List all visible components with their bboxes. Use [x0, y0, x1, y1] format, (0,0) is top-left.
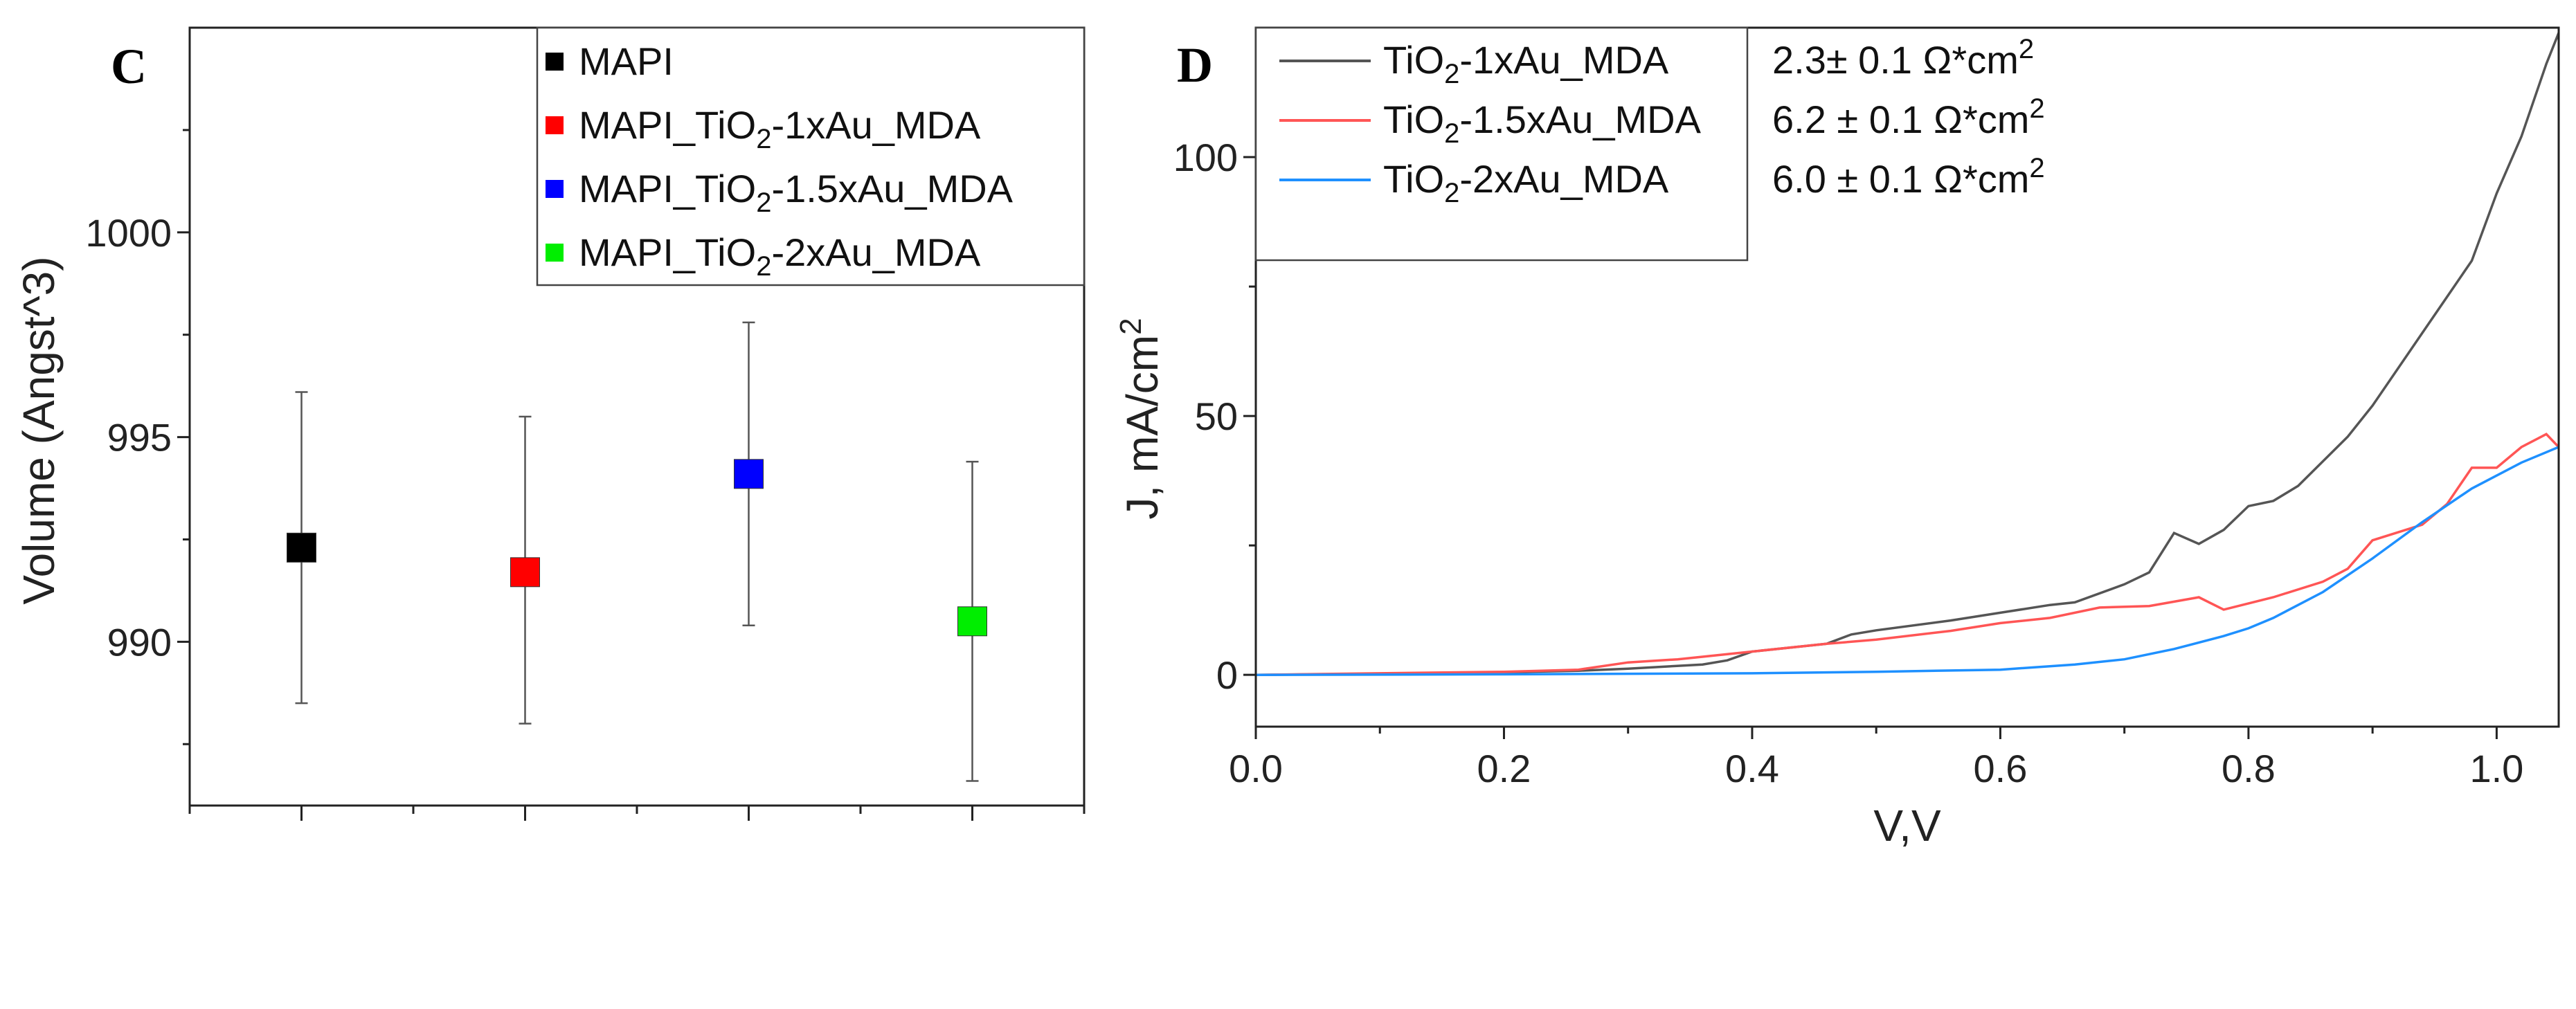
legend-entry-1: TiO2-1.5xAu_MDA [1383, 98, 1702, 149]
panel-label-c: C [111, 39, 147, 94]
series-line-2 [1256, 446, 2559, 676]
legend-entry-0: TiO2-1xAu_MDA [1383, 38, 1669, 89]
legend-entry-1-main: TiO [1383, 98, 1444, 141]
legend-c: MAPIMAPI_TiO2-1xAu_MDAMAPI_TiO2-1.5xAu_M… [536, 26, 1086, 287]
y-axis-label-main: J, mA/cm [1117, 335, 1167, 520]
annotation-sup: 2 [2019, 34, 2034, 64]
legend-entry-0-sub: 2 [1444, 59, 1459, 89]
legend-marker-1 [546, 116, 564, 134]
legend-entry-0-main: TiO [1383, 38, 1444, 82]
legend-entry-1-main: MAPI_TiO [579, 103, 756, 147]
legend-entry-2-sub: 2 [1444, 178, 1459, 208]
legend-entry-3-main: MAPI_TiO [579, 230, 756, 274]
legend-entry-2-post: -2xAu_MDA [1459, 157, 1669, 201]
y-tick-label: 990 [107, 620, 172, 664]
annotation-sup: 2 [2029, 153, 2044, 183]
annotation-main: 6.0 ± 0.1 Ω*cm [1772, 157, 2029, 201]
legend-entry-3-post: -2xAu_MDA [771, 230, 981, 274]
x-tick-label: 1.0 [2469, 747, 2523, 790]
legend-marker-0 [546, 53, 564, 71]
legend-entry-1: MAPI_TiO2-1xAu_MDA [579, 103, 981, 154]
y-tick-label: 1000 [85, 211, 172, 255]
panel-label-d: D [1177, 37, 1213, 93]
resistance-annotation-1: 6.2 ± 0.1 Ω*cm2 [1772, 93, 2045, 141]
x-tick-label: 0.0 [1229, 747, 1283, 790]
annotation-sup: 2 [2029, 93, 2044, 124]
x-tick-label: 0.2 [1477, 747, 1531, 790]
legend-entry-0-main: MAPI [579, 39, 674, 83]
legend-entry-1-post: -1.5xAu_MDA [1459, 98, 1701, 141]
legend-entry-2: TiO2-2xAu_MDA [1383, 157, 1669, 208]
y-tick-label: 50 [1195, 394, 1238, 438]
legend-box [1254, 26, 1749, 262]
series-line-1 [1256, 433, 2559, 676]
series-line-0 [1256, 32, 2559, 676]
x-axis-label: V,V [1873, 801, 1941, 851]
legend-entry-1-sub: 2 [756, 124, 771, 154]
annotation-main: 2.3± 0.1 Ω*cm [1772, 38, 2019, 82]
annotation-main: 6.2 ± 0.1 Ω*cm [1772, 98, 2029, 141]
legend-entry-2: MAPI_TiO2-1.5xAu_MDA [579, 167, 1014, 218]
data-point-1 [510, 557, 540, 588]
legend-d: TiO2-1xAu_MDATiO2-1.5xAu_MDATiO2-2xAu_MD… [1254, 26, 1749, 262]
legend-entry-3: MAPI_TiO2-2xAu_MDA [579, 230, 981, 282]
legend-entry-2-post: -1.5xAu_MDA [771, 167, 1013, 210]
data-point-3 [957, 606, 987, 637]
legend-box [536, 26, 1086, 287]
y-tick-label: 100 [1173, 136, 1238, 179]
data-point-0 [287, 532, 316, 563]
legend-entry-0-post: -1xAu_MDA [1459, 38, 1669, 82]
y-axis-label: J, mA/cm2 [1114, 318, 1167, 519]
y-axis-label-sup: 2 [1114, 318, 1148, 334]
y-axis-label: Volume (Angst^3) [14, 256, 64, 604]
x-tick-label: 0.4 [1725, 747, 1779, 790]
y-tick-label: 0 [1216, 653, 1238, 697]
legend-marker-3 [546, 244, 564, 262]
resistance-annotation-2: 6.0 ± 0.1 Ω*cm2 [1772, 153, 2045, 201]
x-tick-label: 0.8 [2222, 747, 2276, 790]
x-tick-label: 0.6 [1973, 747, 2027, 790]
legend-marker-2 [546, 180, 564, 198]
legend-entry-2-main: MAPI_TiO [579, 167, 756, 210]
legend-entry-3-sub: 2 [756, 251, 771, 282]
legend-entry-1-post: -1xAu_MDA [771, 103, 981, 147]
y-tick-label: 995 [107, 416, 172, 460]
legend-entry-1-sub: 2 [1444, 118, 1459, 149]
resistance-annotation-0: 2.3± 0.1 Ω*cm2 [1772, 34, 2034, 82]
data-point-2 [734, 459, 764, 489]
legend-entry-2-main: TiO [1383, 157, 1444, 201]
legend-entry-0: MAPI [579, 39, 674, 83]
plot-frame [1254, 26, 2560, 728]
legend-entry-2-sub: 2 [756, 188, 771, 218]
